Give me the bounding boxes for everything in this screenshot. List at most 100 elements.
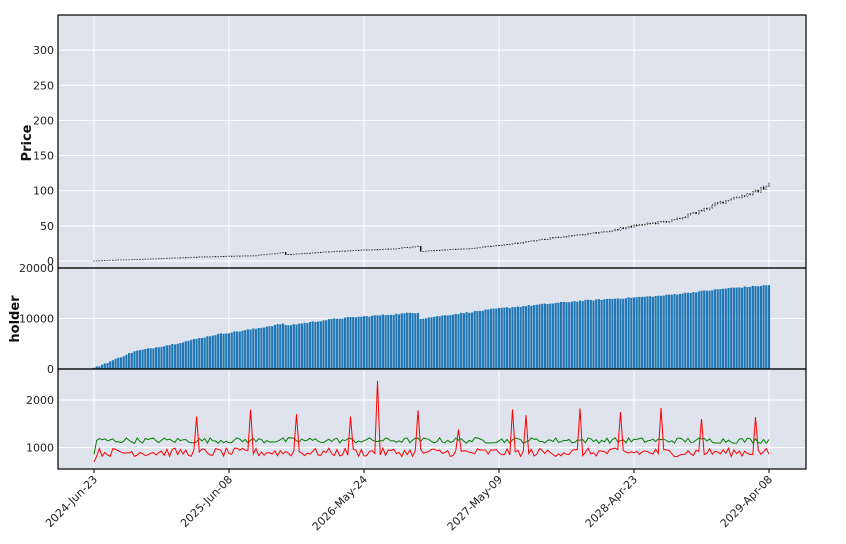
- price-candle-body: [182, 257, 184, 259]
- holder-bar: [449, 315, 452, 369]
- holder-bar: [535, 304, 538, 369]
- price-candle-body: [473, 247, 476, 249]
- price-candle-body: [714, 203, 716, 206]
- holder-bar: [643, 296, 646, 369]
- price-candle-body: [444, 249, 446, 251]
- holder-bar: [473, 311, 476, 369]
- price-candle-body: [525, 241, 527, 243]
- holder-bar: [527, 305, 530, 369]
- holder-bar: [408, 312, 411, 369]
- price-candle-body: [352, 250, 354, 252]
- price-candle-body: [131, 259, 133, 261]
- holder-bar: [416, 312, 420, 369]
- holder-bar: [565, 302, 568, 369]
- price-candle-body: [449, 249, 452, 250]
- price-candle-body: [476, 247, 479, 249]
- price-candle-body: [741, 195, 743, 198]
- holder-bar: [225, 333, 228, 369]
- holder-bar: [584, 299, 587, 369]
- holder-bar: [703, 290, 706, 369]
- holder-bar: [632, 297, 636, 369]
- price-candle-body: [409, 247, 411, 249]
- price-candle-body: [749, 193, 751, 195]
- price-candle-body: [452, 248, 454, 250]
- price-candle-body: [390, 248, 392, 250]
- holder-bar: [155, 347, 158, 369]
- holder-bar: [319, 321, 322, 369]
- holder-bar: [422, 318, 425, 369]
- holder-bar: [654, 295, 657, 369]
- holder-bar: [662, 295, 665, 369]
- holder-bar: [317, 321, 320, 369]
- holder-bar: [697, 291, 700, 369]
- price-candle-body: [676, 217, 678, 220]
- holder-bar: [376, 315, 379, 369]
- holder-bar: [767, 285, 771, 369]
- holder-bar: [730, 287, 733, 369]
- holder-bar: [341, 318, 344, 369]
- price-candle-body: [527, 241, 530, 243]
- holder-bar: [427, 317, 430, 369]
- holder-bar: [597, 299, 600, 369]
- price-candle-body: [193, 256, 195, 258]
- holder-bar: [560, 302, 563, 369]
- holder-bar: [103, 363, 106, 369]
- holder-bar: [106, 363, 109, 369]
- holder-bar: [249, 329, 252, 369]
- price-candle-body: [716, 202, 719, 204]
- price-candle-body: [355, 249, 357, 251]
- price-candle-body: [700, 210, 703, 212]
- holder-bar: [454, 313, 457, 369]
- price-candle-body: [166, 257, 168, 259]
- price-candle-body: [671, 219, 673, 222]
- holder-bar: [668, 294, 671, 369]
- price-candle-body: [363, 249, 365, 251]
- holder-bar: [325, 320, 328, 369]
- price-candle-body: [401, 247, 403, 249]
- holder-bar: [368, 316, 371, 369]
- price-candle-body: [557, 236, 560, 238]
- price-candle-body: [160, 258, 163, 260]
- price-candle-body: [284, 252, 287, 255]
- holder-bar: [384, 315, 387, 369]
- price-candle-body: [422, 251, 425, 252]
- price-candle-body: [568, 235, 570, 238]
- price-candle-body: [487, 245, 489, 247]
- holder-bar: [92, 367, 96, 369]
- holder-bar: [260, 327, 263, 369]
- price-candle-body: [365, 249, 368, 251]
- price-candle-body: [738, 197, 741, 199]
- price-candle-body: [276, 252, 279, 254]
- price-candle-body: [374, 249, 376, 251]
- price-candle-body: [179, 257, 182, 259]
- holder-bar: [314, 321, 317, 369]
- holder-bar: [465, 312, 468, 369]
- holder-bar: [522, 306, 525, 369]
- holder-bar: [506, 307, 509, 369]
- holder-bar: [551, 303, 555, 369]
- price-candle-body: [430, 250, 433, 252]
- holder-bar: [641, 296, 644, 369]
- holder-bar: [300, 323, 303, 369]
- price-candle-body: [303, 253, 306, 255]
- price-candle-body: [495, 245, 498, 247]
- price-candle-body: [114, 259, 117, 261]
- price-candle-body: [563, 236, 565, 238]
- green-line-series: [93, 436, 770, 455]
- price-candle-body: [576, 234, 579, 236]
- holder-bar: [500, 307, 503, 369]
- holder-bar: [611, 298, 614, 369]
- holder-bar: [713, 289, 717, 369]
- holder-bar: [273, 324, 276, 369]
- lines-y-tick-label: 1000: [26, 442, 54, 455]
- price-candle-body: [217, 256, 219, 258]
- holder-bar: [195, 338, 198, 369]
- holder-bar: [438, 316, 441, 369]
- price-candle-body: [222, 256, 225, 258]
- price-candle-body: [517, 242, 519, 244]
- holder-bar: [722, 288, 725, 369]
- price-y-tick-label: 0: [47, 255, 54, 268]
- holder-bar: [543, 303, 546, 369]
- holder-bar: [508, 307, 511, 369]
- holder-bar: [503, 307, 506, 369]
